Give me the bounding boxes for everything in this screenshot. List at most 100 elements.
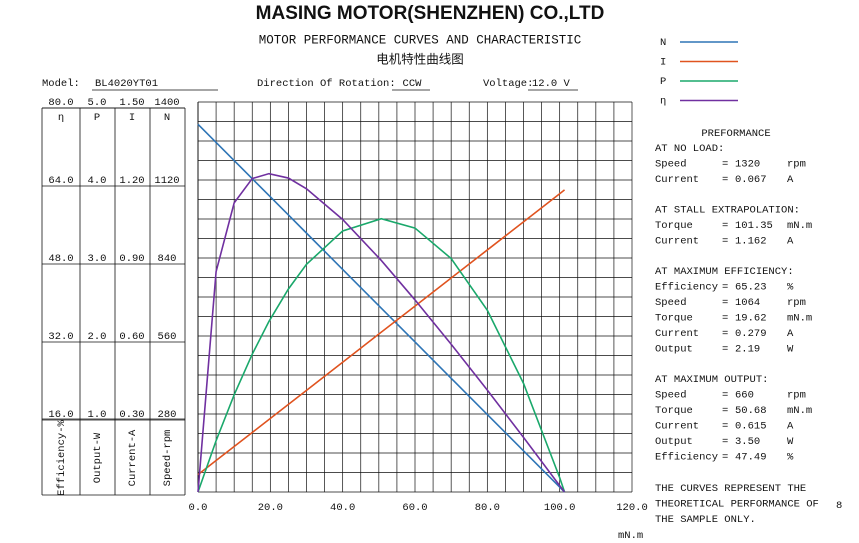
- y-tick-label: 2.0: [88, 331, 107, 343]
- spec-cell: 19.62: [735, 312, 767, 324]
- spec-cell: 1.162: [735, 235, 767, 247]
- spec-cell: =: [722, 436, 728, 448]
- note-line: THE SAMPLE ONLY.: [655, 514, 756, 526]
- spec-cell: Torque: [655, 312, 693, 324]
- company-title: MASING MOTOR(SHENZHEN) CO.,LTD: [256, 3, 605, 24]
- spec-cell: =: [722, 312, 728, 324]
- spec-cell: mN.m: [787, 405, 812, 417]
- note-line: THE CURVES REPRESENT THE: [655, 483, 806, 495]
- spec-cell: =: [722, 174, 728, 186]
- specs-title: PREFORMANCE: [701, 128, 770, 140]
- spec-cell: W: [787, 436, 794, 448]
- legend-label: P: [660, 76, 666, 88]
- spec-cell: 660: [735, 389, 754, 401]
- spec-cell: A: [787, 420, 794, 432]
- spec-cell: Output: [655, 436, 693, 448]
- spec-cell: 0.279: [735, 328, 767, 340]
- spec-cell: mN.m: [787, 220, 812, 232]
- axis-symbol: P: [94, 112, 100, 124]
- spec-cell: Speed: [655, 158, 687, 170]
- spec-cell: =: [722, 158, 728, 170]
- x-tick-label: 40.0: [330, 502, 355, 514]
- rotation-label: Direction Of Rotation:: [257, 78, 396, 90]
- model: BL4020YT01: [95, 78, 158, 90]
- spec-cell: Torque: [655, 405, 693, 417]
- legend-label: N: [660, 37, 666, 49]
- rotation: CCW: [403, 78, 423, 90]
- spec-heading: AT NO LOAD:: [655, 143, 724, 155]
- spec-cell: A: [787, 235, 794, 247]
- voltage-label: Voltage:: [483, 78, 533, 90]
- y-tick-label: 560: [158, 331, 177, 343]
- spec-cell: 47.49: [735, 451, 767, 463]
- y-tick-label: 0.60: [119, 331, 144, 343]
- spec-cell: Current: [655, 174, 699, 186]
- y-tick-label: 48.0: [48, 253, 73, 265]
- spec-cell: Efficiency: [655, 451, 718, 463]
- y-tick-label: 32.0: [48, 331, 73, 343]
- spec-cell: =: [722, 328, 728, 340]
- subtitle-cn: 电机特性曲线图: [376, 51, 464, 67]
- spec-cell: rpm: [787, 389, 806, 401]
- y-tick-label: 4.0: [88, 175, 107, 187]
- y-tick-label: 840: [158, 253, 177, 265]
- y-tick-label: 1400: [154, 97, 179, 109]
- axis-symbol: η: [58, 112, 64, 124]
- y-tick-label: 80.0: [48, 97, 73, 109]
- spec-cell: A: [787, 174, 794, 186]
- subtitle: MOTOR PERFORMANCE CURVES AND CHARACTERIS…: [259, 33, 582, 47]
- axis-symbol: N: [164, 112, 170, 124]
- model-label: Model:: [42, 78, 80, 90]
- y-tick-label: 1.20: [119, 175, 144, 187]
- axis-label: Output-W: [92, 432, 104, 483]
- spec-cell: rpm: [787, 297, 806, 309]
- axis-label: Speed-rpm: [162, 430, 174, 487]
- spec-cell: =: [722, 235, 728, 247]
- x-tick-label: 0.0: [189, 502, 208, 514]
- axis-label: Current-A: [127, 429, 139, 486]
- y-tick-label: 1.0: [88, 409, 107, 421]
- spec-cell: =: [722, 297, 728, 309]
- spec-cell: =: [722, 405, 728, 417]
- spec-cell: =: [722, 281, 728, 293]
- spec-cell: =: [722, 220, 728, 232]
- curve: [197, 217, 566, 493]
- voltage: 12.0 V: [532, 78, 571, 90]
- spec-cell: 2.19: [735, 343, 760, 355]
- spec-cell: A: [787, 328, 794, 340]
- spec-cell: 50.68: [735, 405, 767, 417]
- spec-heading: AT STALL EXTRAPOLATION:: [655, 204, 800, 216]
- y-tick-label: 64.0: [48, 175, 73, 187]
- y-tick-label: 1.50: [119, 97, 144, 109]
- note-line: THEORETICAL PERFORMANCE OF: [655, 498, 819, 510]
- page-number: 8: [836, 500, 842, 512]
- spec-cell: rpm: [787, 158, 806, 170]
- spec-cell: 1320: [735, 158, 760, 170]
- curve: [197, 172, 566, 493]
- spec-cell: =: [722, 343, 728, 355]
- spec-cell: Current: [655, 235, 699, 247]
- x-tick-label: 80.0: [475, 502, 500, 514]
- x-tick-label: 100.0: [544, 502, 576, 514]
- spec-cell: =: [722, 451, 728, 463]
- spec-heading: AT MAXIMUM EFFICIENCY:: [655, 266, 794, 278]
- y-tick-label: 5.0: [88, 97, 107, 109]
- axis-symbol: I: [129, 112, 135, 124]
- spec-cell: %: [787, 281, 794, 293]
- axis-label: Efficiency-%: [56, 420, 68, 496]
- x-axis-unit: mN.m: [618, 530, 643, 542]
- curve: [197, 189, 566, 476]
- x-tick-label: 120.0: [616, 502, 648, 514]
- legend-label: η: [660, 95, 666, 107]
- spec-cell: Current: [655, 420, 699, 432]
- spec-cell: %: [787, 451, 794, 463]
- spec-cell: 0.067: [735, 174, 767, 186]
- spec-cell: mN.m: [787, 312, 812, 324]
- y-tick-label: 1120: [154, 175, 179, 187]
- spec-cell: Speed: [655, 389, 687, 401]
- spec-cell: =: [722, 420, 728, 432]
- y-tick-label: 0.90: [119, 253, 144, 265]
- spec-cell: Output: [655, 343, 693, 355]
- spec-cell: =: [722, 389, 728, 401]
